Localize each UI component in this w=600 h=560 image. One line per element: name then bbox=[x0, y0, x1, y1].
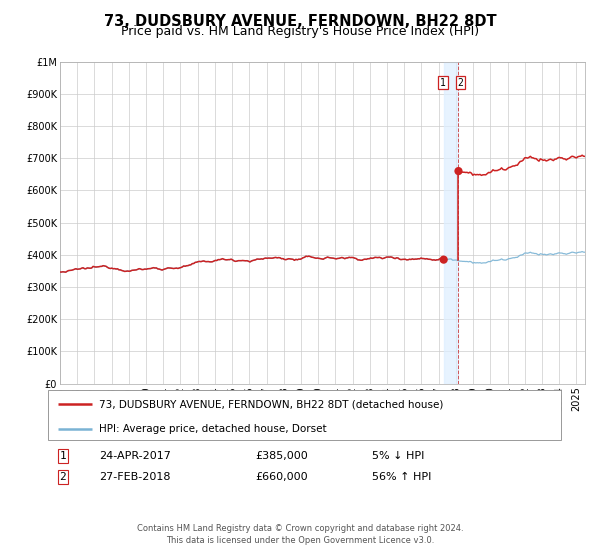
Text: £660,000: £660,000 bbox=[255, 472, 308, 482]
Text: £385,000: £385,000 bbox=[255, 451, 308, 461]
Text: This data is licensed under the Open Government Licence v3.0.: This data is licensed under the Open Gov… bbox=[166, 536, 434, 545]
Bar bbox=[443, 62, 458, 384]
Text: 5% ↓ HPI: 5% ↓ HPI bbox=[372, 451, 424, 461]
Text: 1: 1 bbox=[440, 77, 446, 87]
Point bbox=[439, 255, 448, 264]
Text: Price paid vs. HM Land Registry's House Price Index (HPI): Price paid vs. HM Land Registry's House … bbox=[121, 25, 479, 38]
FancyBboxPatch shape bbox=[48, 390, 561, 440]
Text: 2: 2 bbox=[458, 77, 463, 87]
Text: 73, DUDSBURY AVENUE, FERNDOWN, BH22 8DT (detached house): 73, DUDSBURY AVENUE, FERNDOWN, BH22 8DT … bbox=[100, 399, 443, 409]
Point bbox=[454, 167, 463, 176]
Text: 56% ↑ HPI: 56% ↑ HPI bbox=[372, 472, 431, 482]
Text: 27-FEB-2018: 27-FEB-2018 bbox=[99, 472, 170, 482]
Text: 2: 2 bbox=[59, 472, 67, 482]
Text: 1: 1 bbox=[59, 451, 67, 461]
Text: 24-APR-2017: 24-APR-2017 bbox=[99, 451, 171, 461]
Text: HPI: Average price, detached house, Dorset: HPI: Average price, detached house, Dors… bbox=[100, 424, 327, 434]
Text: 73, DUDSBURY AVENUE, FERNDOWN, BH22 8DT: 73, DUDSBURY AVENUE, FERNDOWN, BH22 8DT bbox=[104, 14, 496, 29]
Text: Contains HM Land Registry data © Crown copyright and database right 2024.: Contains HM Land Registry data © Crown c… bbox=[137, 524, 463, 533]
